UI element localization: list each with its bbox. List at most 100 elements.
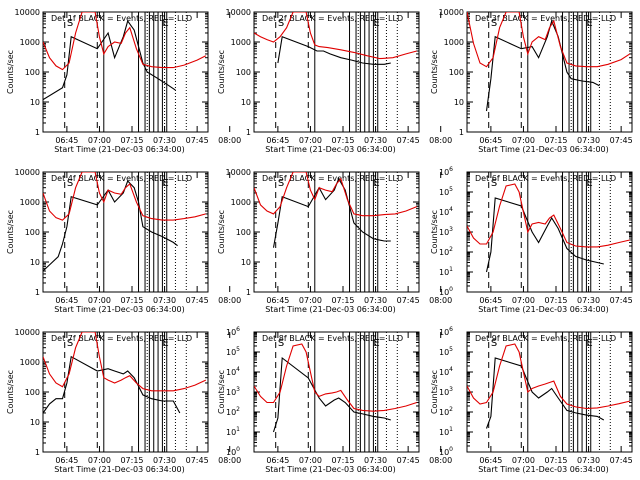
x-tick-label: 07:45 [186,296,209,305]
marker-label-s: S [278,178,284,189]
marker-label-s: S [278,18,284,29]
panel-title: Det 8f BLACK = Events, RED = LLD [262,334,403,343]
x-tick-label: 07:45 [186,456,209,465]
x-tick-label: 07:45 [610,136,633,145]
x-tick-label: 07:00 [512,296,535,305]
x-tick-label: 06:45 [479,456,502,465]
y-tick-label: 100 [25,68,40,77]
panel-title: Det 5f BLACK = Events, RED = LLD [262,174,403,183]
lld-series-line [254,12,417,60]
x-tick-label: 07:15 [120,456,143,465]
x-tick-label: 07:45 [397,296,420,305]
plot-frame [253,11,420,133]
plot-frame [253,171,420,293]
y-tick-label: 104 [226,366,240,377]
y-tick-label: 1000 [20,38,40,47]
x-axis-label: Start Time (21-Dec-03 06:34:00) [478,465,609,474]
y-tick-label: 101 [226,426,240,437]
y-tick-label: 10 [30,418,40,427]
x-tick-label: 06:45 [55,456,78,465]
x-tick-label: 07:00 [88,136,111,145]
y-tick-label: 105 [439,346,453,357]
y-tick-label: 100 [449,68,464,77]
y-tick-label: 105 [439,186,453,197]
y-axis-label: Counts/sec [430,210,439,254]
y-axis-label: Counts/sec [6,210,15,254]
marker-label-s: S [67,178,73,189]
panel-title: Det 2f BLACK = Events, RED = LLD [262,14,403,23]
panel-title: Det 4f BLACK = Events, RED = LLD [51,174,192,183]
x-axis-label: Start Time (21-Dec-03 06:34:00) [54,465,185,474]
x-tick-label: 07:45 [610,456,633,465]
marker-label-e: E [586,178,592,189]
y-tick-label: 10000 [15,328,40,337]
marker-label-e: E [162,18,168,29]
y-tick-label: 10000 [226,8,251,17]
y-tick-label: 1000 [231,198,251,207]
y-tick-label: 1000 [444,38,464,47]
y-tick-label: 10000 [226,168,251,177]
x-axis-label: Start Time (21-Dec-03 06:34:00) [478,305,609,314]
plot-frame [466,171,633,293]
lld-series-line [43,172,206,221]
panel-title: Det 6f BLACK = Events, RED = LLD [475,174,616,183]
x-tick-label: 07:45 [610,296,633,305]
x-tick-label: 08:00 [429,136,452,145]
y-tick-label: 105 [226,346,240,357]
lld-series-line [43,332,207,392]
y-tick-label: 1 [35,288,40,297]
y-axis-label: Counts/sec [430,50,439,94]
x-axis-label: Start Time (21-Dec-03 06:34:00) [265,465,396,474]
panel-title: Det 1f BLACK = Events, RED = LLD [51,14,192,23]
x-tick-label: 07:30 [577,296,600,305]
y-tick-label: 100 [439,286,453,297]
x-tick-label: 07:30 [577,456,600,465]
y-axis-label: Counts/sec [6,370,15,414]
y-axis-label: Counts/sec [430,370,439,414]
y-tick-label: 1 [459,128,464,137]
x-tick-label: 07:45 [186,136,209,145]
x-tick-label: 07:30 [153,136,176,145]
lld-series-line [467,183,630,248]
y-tick-label: 104 [439,206,453,217]
x-tick-label: 06:45 [479,296,502,305]
x-tick-label: 07:30 [153,456,176,465]
x-tick-label: 06:45 [479,136,502,145]
events-series-line [277,35,391,65]
x-tick-label: 07:30 [364,136,387,145]
plot-frame [42,331,209,453]
marker-label-s: S [67,18,73,29]
y-tick-label: 1 [246,128,251,137]
y-tick-label: 100 [439,446,453,457]
y-tick-label: 10 [30,98,40,107]
x-tick-label: 06:45 [266,136,289,145]
y-tick-label: 1000 [231,38,251,47]
marker-label-e: E [586,338,592,349]
y-axis-label: Counts/sec [217,50,226,94]
y-tick-label: 1 [246,288,251,297]
x-tick-label: 06:45 [55,136,78,145]
y-tick-label: 106 [226,326,240,337]
marker-label-e: E [373,178,379,189]
events-series-line [43,355,181,414]
x-tick-label: 08:00 [218,136,241,145]
y-tick-label: 101 [439,426,453,437]
events-series-line [485,197,604,273]
x-axis-label: Start Time (21-Dec-03 06:34:00) [265,305,396,314]
x-tick-label: 06:45 [266,296,289,305]
marker-label-s: S [278,338,284,349]
lld-series-line [467,12,631,68]
y-tick-label: 103 [226,386,240,397]
y-tick-label: 102 [439,246,453,257]
x-tick-label: 07:15 [120,296,143,305]
x-tick-label: 07:15 [544,136,567,145]
x-axis-label: Start Time (21-Dec-03 06:34:00) [54,305,185,314]
plot-frame [466,331,633,453]
